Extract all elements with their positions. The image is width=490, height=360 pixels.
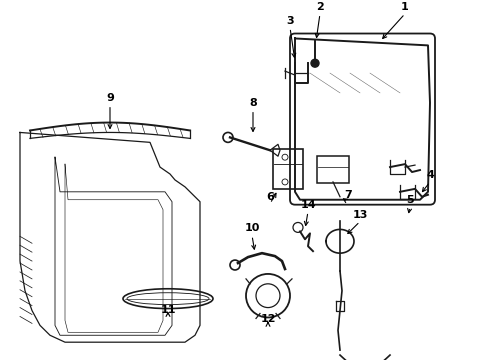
Text: 14: 14 bbox=[300, 200, 316, 210]
Text: 1: 1 bbox=[401, 2, 409, 12]
Text: 3: 3 bbox=[286, 15, 294, 26]
Text: 13: 13 bbox=[352, 210, 368, 220]
Text: 2: 2 bbox=[316, 2, 324, 12]
Text: 6: 6 bbox=[266, 192, 274, 202]
Text: 5: 5 bbox=[406, 195, 414, 205]
Circle shape bbox=[311, 59, 319, 67]
Text: 11: 11 bbox=[160, 306, 176, 315]
Text: 12: 12 bbox=[260, 314, 276, 324]
Text: 10: 10 bbox=[245, 223, 260, 233]
Text: 8: 8 bbox=[249, 98, 257, 108]
Text: 7: 7 bbox=[344, 190, 352, 200]
Text: 4: 4 bbox=[426, 170, 434, 180]
Text: 9: 9 bbox=[106, 93, 114, 103]
